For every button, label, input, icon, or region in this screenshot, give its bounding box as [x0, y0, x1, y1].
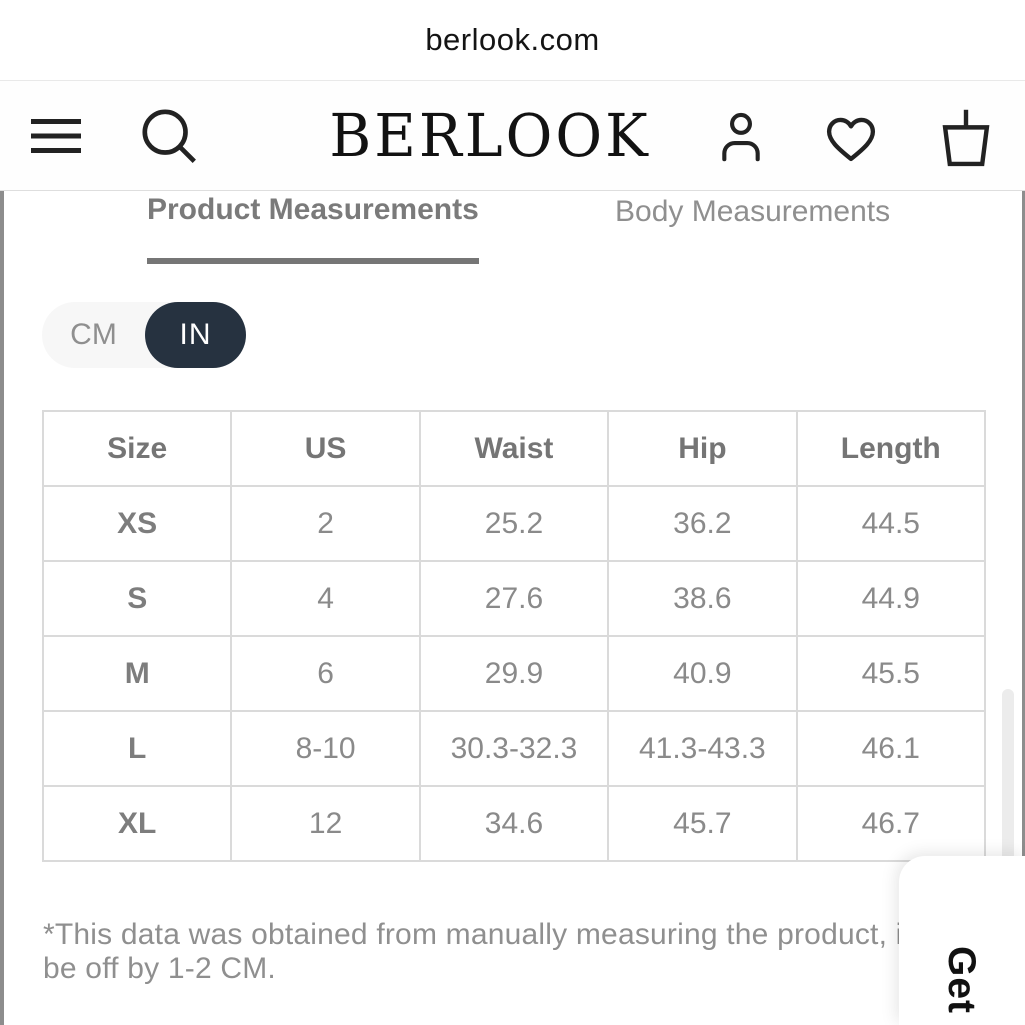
table-header-row: Size US Waist Hip Length: [41, 410, 987, 487]
unit-option-cm[interactable]: CM: [70, 318, 117, 351]
cell-length: 46.7: [795, 785, 987, 862]
cell-size: XL: [41, 785, 233, 862]
promo-offer-label: Get: [940, 946, 983, 1015]
tab-body-measurements[interactable]: Body Measurements: [615, 195, 891, 228]
table-row: L 8-10 30.3-32.3 41.3-43.3 46.1: [41, 710, 987, 787]
cell-length: 44.5: [795, 485, 987, 562]
unit-option-in[interactable]: IN: [145, 302, 246, 368]
table-row: S 4 27.6 38.6 44.9: [41, 560, 987, 637]
site-header: BERLOOK: [0, 81, 1025, 191]
cart-basket-icon[interactable]: [933, 105, 999, 169]
cell-waist: 34.6: [418, 785, 610, 862]
cell-us: 2: [230, 485, 421, 562]
cell-size: S: [41, 560, 233, 637]
cell-waist: 27.6: [418, 560, 610, 637]
cell-size: M: [41, 635, 233, 712]
cell-size: L: [41, 710, 233, 787]
size-guide-panel: Product Measurements Body Measurements C…: [0, 191, 1025, 1025]
col-header-us: US: [230, 410, 421, 487]
cell-us: 4: [230, 560, 421, 637]
cell-us: 8-10: [230, 710, 421, 787]
table-row: M 6 29.9 40.9 45.5: [41, 635, 987, 712]
cell-hip: 40.9: [607, 635, 798, 712]
unit-toggle: CM IN: [42, 302, 246, 368]
wishlist-heart-icon[interactable]: [820, 109, 882, 165]
measurements-table: Size US Waist Hip Length XS 2 25.2 36.2 …: [41, 410, 987, 862]
disclaimer-line-2: be off by 1-2 CM.: [43, 952, 276, 985]
cell-us: 12: [230, 785, 421, 862]
cell-hip: 36.2: [607, 485, 798, 562]
measurement-disclaimer: *This data was obtained from manually me…: [43, 918, 905, 986]
promo-offer-tab[interactable]: Get: [899, 856, 1025, 1025]
hamburger-menu-icon[interactable]: [30, 117, 84, 155]
cell-waist: 29.9: [418, 635, 610, 712]
browser-url: berlook.com: [425, 22, 600, 57]
cell-length: 46.1: [795, 710, 987, 787]
cell-us: 6: [230, 635, 421, 712]
cell-hip: 45.7: [607, 785, 798, 862]
table-row: XL 12 34.6 45.7 46.7: [41, 785, 987, 862]
browser-bar: berlook.com: [0, 0, 1025, 81]
cell-hip: 38.6: [607, 560, 798, 637]
cell-waist: 25.2: [418, 485, 610, 562]
col-header-waist: Waist: [418, 410, 610, 487]
cell-hip: 41.3-43.3: [607, 710, 798, 787]
cell-waist: 30.3-32.3: [418, 710, 610, 787]
col-header-length: Length: [795, 410, 987, 487]
cell-size: XS: [41, 485, 233, 562]
search-icon[interactable]: [136, 103, 202, 169]
scrollbar-thumb[interactable]: [1002, 689, 1014, 879]
col-header-size: Size: [41, 410, 233, 487]
cell-length: 45.5: [795, 635, 987, 712]
disclaimer-line-1: *This data was obtained from manually me…: [43, 918, 903, 951]
table-row: XS 2 25.2 36.2 44.5: [41, 485, 987, 562]
col-header-hip: Hip: [607, 410, 798, 487]
account-icon[interactable]: [712, 107, 770, 165]
tab-product-measurements[interactable]: Product Measurements: [147, 193, 479, 264]
cell-length: 44.9: [795, 560, 987, 637]
berlook-logo[interactable]: BERLOOK: [329, 101, 651, 171]
